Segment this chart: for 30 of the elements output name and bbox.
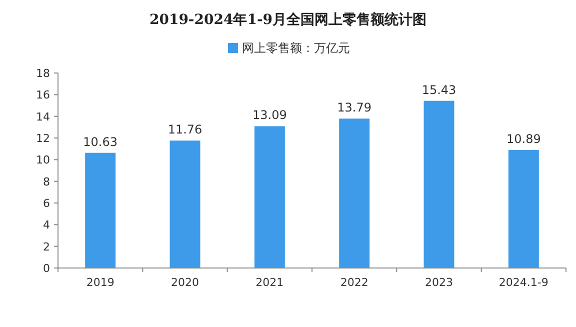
- chart-title: 2019-2024年1-9月全国网上零售额统计图: [149, 11, 427, 28]
- x-tick-label: 2022: [340, 276, 368, 289]
- legend-label: 网上零售额：万亿元: [242, 41, 350, 55]
- y-tick-label: 12: [36, 132, 50, 145]
- x-tick-label: 2021: [256, 276, 284, 289]
- bar: [424, 100, 454, 268]
- bar: [170, 140, 200, 268]
- y-tick-label: 16: [36, 88, 50, 102]
- y-tick-label: 8: [43, 175, 50, 188]
- bar: [508, 150, 539, 268]
- data-label: 15.43: [422, 82, 456, 97]
- y-tick-label: 6: [43, 197, 50, 210]
- y-tick-label: 2: [43, 240, 50, 254]
- y-tick-label: 10: [36, 154, 50, 167]
- bar: [339, 118, 370, 268]
- bar: [85, 152, 116, 268]
- bar: [254, 126, 285, 268]
- data-label: 11.76: [168, 122, 202, 137]
- x-tick-label: 2024.1-9: [498, 276, 548, 289]
- x-tick-label: 2019: [86, 276, 114, 289]
- data-label: 13.79: [337, 100, 372, 115]
- data-label: 10.89: [506, 132, 541, 146]
- data-label: 10.63: [83, 134, 118, 149]
- y-tick-label: 4: [43, 218, 50, 232]
- data-label: 13.09: [252, 108, 287, 122]
- x-tick-label: 2020: [171, 276, 199, 289]
- y-tick-label: 18: [36, 67, 50, 80]
- y-tick-label: 0: [43, 262, 50, 275]
- x-tick-label: 2023: [425, 276, 453, 289]
- y-tick-label: 14: [36, 110, 50, 124]
